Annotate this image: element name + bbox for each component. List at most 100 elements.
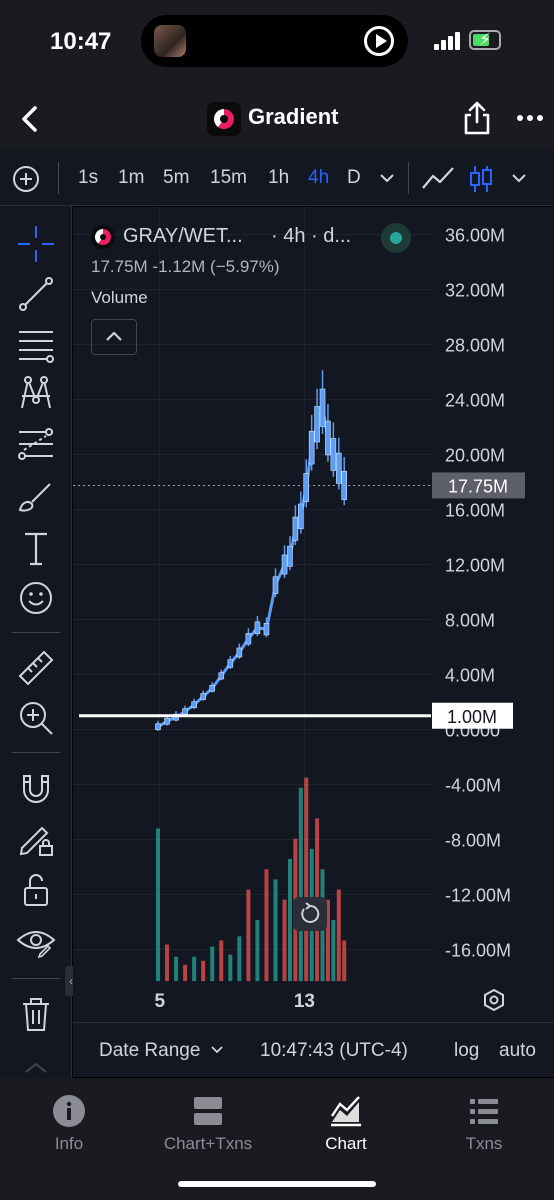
volume-bar	[287, 859, 292, 982]
volume-bar	[325, 899, 330, 982]
tab-txns[interactable]: Txns	[419, 1094, 549, 1164]
chevron-down-icon[interactable]	[378, 170, 396, 186]
candle	[303, 473, 310, 502]
current-price-label: 17.75M	[448, 476, 508, 496]
interval-1s[interactable]: 1s	[78, 167, 99, 188]
y-tick-label: 20.00M	[445, 446, 505, 466]
pattern-icon[interactable]	[14, 372, 58, 416]
x-tick-label: 5	[154, 991, 165, 1012]
share-icon[interactable]	[462, 100, 492, 136]
volume-bar	[304, 777, 309, 982]
prediction-icon[interactable]	[14, 422, 58, 466]
horizontal-line-tag	[432, 702, 513, 729]
candle	[200, 693, 206, 700]
pair-name[interactable]: GRAY/WET...	[123, 225, 243, 247]
interval-1m[interactable]: 1m	[118, 167, 145, 188]
candlestick-icon[interactable]	[468, 164, 494, 194]
clock-timezone[interactable]: 10:47:43 (UTC-4)	[260, 1040, 408, 1061]
now-playing-artwork	[154, 25, 186, 57]
ruler-icon[interactable]	[14, 646, 58, 690]
emoji-icon[interactable]	[14, 576, 58, 620]
chart-settings-icon[interactable]	[481, 987, 507, 1013]
candle	[182, 708, 188, 715]
volume-indicator-label[interactable]: Volume	[91, 288, 148, 307]
interval-d[interactable]: D	[347, 167, 361, 188]
interval-5m[interactable]: 5m	[163, 167, 190, 188]
reset-chart-button[interactable]	[293, 897, 327, 931]
zoom-in-icon[interactable]	[14, 696, 58, 740]
more-horizontal-icon[interactable]	[516, 106, 544, 130]
chevron-left-icon[interactable]	[18, 104, 42, 134]
candle	[314, 406, 320, 443]
volume-bar	[210, 946, 215, 982]
magnet-icon[interactable]	[14, 766, 58, 810]
text-icon[interactable]	[14, 526, 58, 570]
chevron-down-icon	[211, 1046, 223, 1054]
signal-icon	[434, 32, 462, 50]
tab-label: Txns	[465, 1134, 503, 1153]
chart-area[interactable]: 36.00M 32.00M 28.00M 24.00M 20.00M 16.00M 12.0…	[73, 207, 554, 1077]
candle	[164, 717, 170, 725]
volume-bar	[228, 954, 233, 982]
candle	[335, 452, 342, 484]
status-time: 10:47	[50, 28, 112, 55]
crosshair-icon[interactable]	[14, 222, 58, 266]
volume-bar	[174, 956, 179, 982]
volume-bar	[255, 920, 260, 982]
volume-bar	[219, 940, 224, 982]
candle	[308, 430, 315, 465]
chevron-down-icon[interactable]	[510, 170, 528, 186]
candle	[298, 503, 304, 530]
unlock-icon[interactable]	[14, 868, 58, 912]
y-tick-label: 32.00M	[445, 281, 505, 301]
play-icon[interactable]	[364, 26, 394, 56]
eye-icon[interactable]	[14, 918, 58, 962]
tab-label: Info	[54, 1134, 84, 1153]
chevron-up-icon[interactable]	[14, 1052, 58, 1076]
candle	[319, 388, 326, 427]
drawing-tools-sidebar	[0, 206, 72, 1078]
interval-4h[interactable]: 4h	[308, 167, 330, 188]
list-icon	[470, 1099, 498, 1124]
tab-label: Chart	[325, 1134, 367, 1153]
candle	[292, 516, 299, 541]
volume-bar	[336, 889, 341, 982]
chevron-up-icon	[106, 331, 122, 341]
y-tick-label: 28.00M	[445, 336, 505, 356]
info-icon	[53, 1095, 85, 1127]
tab-chart[interactable]: Chart	[281, 1094, 411, 1164]
interval-15m[interactable]: 15m	[210, 167, 247, 188]
brush-icon[interactable]	[14, 474, 58, 518]
status-bar: 10:47 ⚡	[0, 0, 554, 90]
log-scale-toggle[interactable]: log	[454, 1040, 480, 1061]
trend-line-icon[interactable]	[14, 272, 58, 316]
volume-bar	[192, 956, 197, 982]
dynamic-island[interactable]	[141, 15, 408, 67]
volume-bar	[165, 944, 170, 982]
collapse-legend-button[interactable]	[91, 319, 137, 355]
fib-retracement-icon[interactable]	[14, 322, 58, 366]
app-header: Gradient	[0, 90, 554, 150]
line-chart-icon[interactable]	[421, 164, 455, 192]
candle	[263, 622, 270, 636]
auto-scale-toggle[interactable]: auto	[499, 1040, 536, 1061]
add-symbol-icon[interactable]	[12, 165, 40, 193]
candle	[155, 723, 161, 731]
reset-icon	[301, 902, 320, 923]
price-chart[interactable]: 36.00M 32.00M 28.00M 24.00M 20.00M 16.00M 12.0…	[73, 207, 554, 1022]
market-status-icon[interactable]	[381, 223, 411, 253]
y-tick-label: 12.00M	[445, 556, 505, 576]
interval-1h[interactable]: 1h	[268, 167, 290, 188]
pair-meta[interactable]: · 4h · d...	[271, 225, 352, 247]
tab-info[interactable]: Info	[4, 1094, 134, 1164]
y-tick-label: -12.00M	[445, 886, 511, 906]
y-tick-label: 4.00M	[445, 666, 495, 686]
lock-drawings-icon[interactable]	[14, 816, 58, 860]
tab-chart-txns[interactable]: Chart+Txns	[143, 1094, 273, 1164]
volume-bar	[331, 920, 336, 982]
price-line	[157, 406, 346, 729]
date-range-button[interactable]: Date Range	[99, 1040, 224, 1062]
candle	[287, 545, 293, 567]
x-tick-label: 13	[294, 991, 315, 1012]
trash-icon[interactable]	[14, 992, 58, 1036]
